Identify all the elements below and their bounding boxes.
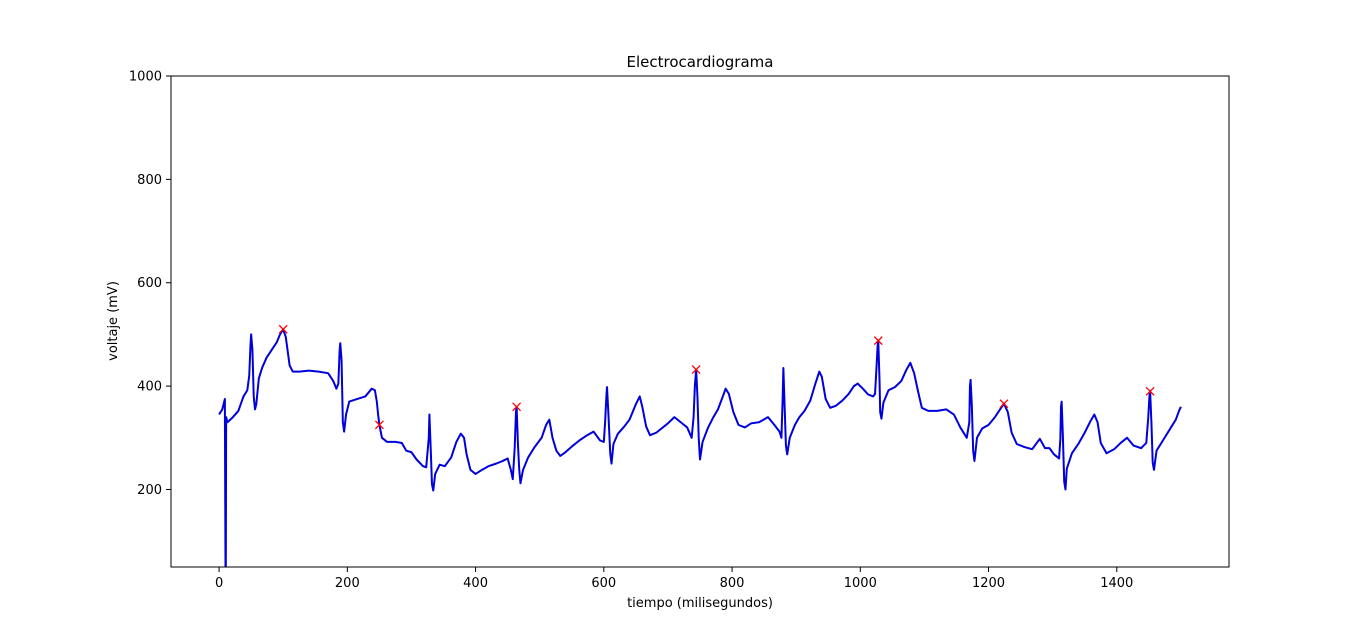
axes-frame bbox=[170, 75, 1230, 568]
peak-marker bbox=[691, 365, 701, 375]
ecg-series-line bbox=[218, 328, 1182, 567]
peak-marker bbox=[278, 324, 288, 334]
y-axis-label: voltaje (mV) bbox=[106, 281, 121, 361]
y-tick-label: 800 bbox=[137, 173, 162, 188]
y-axis: 200 400 600 800 1000 bbox=[129, 70, 171, 498]
x-tick-label: 600 bbox=[591, 576, 616, 591]
y-tick-label: 600 bbox=[137, 276, 162, 291]
x-tick-label: 0 bbox=[215, 576, 223, 591]
chart-title: Electrocardiograma bbox=[627, 53, 774, 71]
y-tick-label: 1000 bbox=[129, 70, 162, 85]
x-axis: 0 200 400 600 800 1000 1200 1400 bbox=[215, 567, 1133, 591]
x-tick-label: 1000 bbox=[844, 576, 877, 591]
x-tick-label: 800 bbox=[720, 576, 745, 591]
peak-marker bbox=[374, 420, 384, 430]
peak-marker bbox=[873, 336, 883, 346]
x-tick-label: 400 bbox=[463, 576, 488, 591]
x-tick-label: 1400 bbox=[1100, 576, 1133, 591]
peak-marker bbox=[512, 402, 522, 412]
peak-marker bbox=[1145, 386, 1155, 396]
peak-marker bbox=[999, 399, 1009, 409]
x-tick-label: 200 bbox=[335, 576, 360, 591]
y-tick-label: 400 bbox=[137, 380, 162, 395]
plot-area bbox=[170, 75, 1230, 568]
y-tick-label: 200 bbox=[137, 483, 162, 498]
x-axis-label: tiempo (milisegundos) bbox=[627, 596, 773, 611]
x-tick-label: 1200 bbox=[972, 576, 1005, 591]
